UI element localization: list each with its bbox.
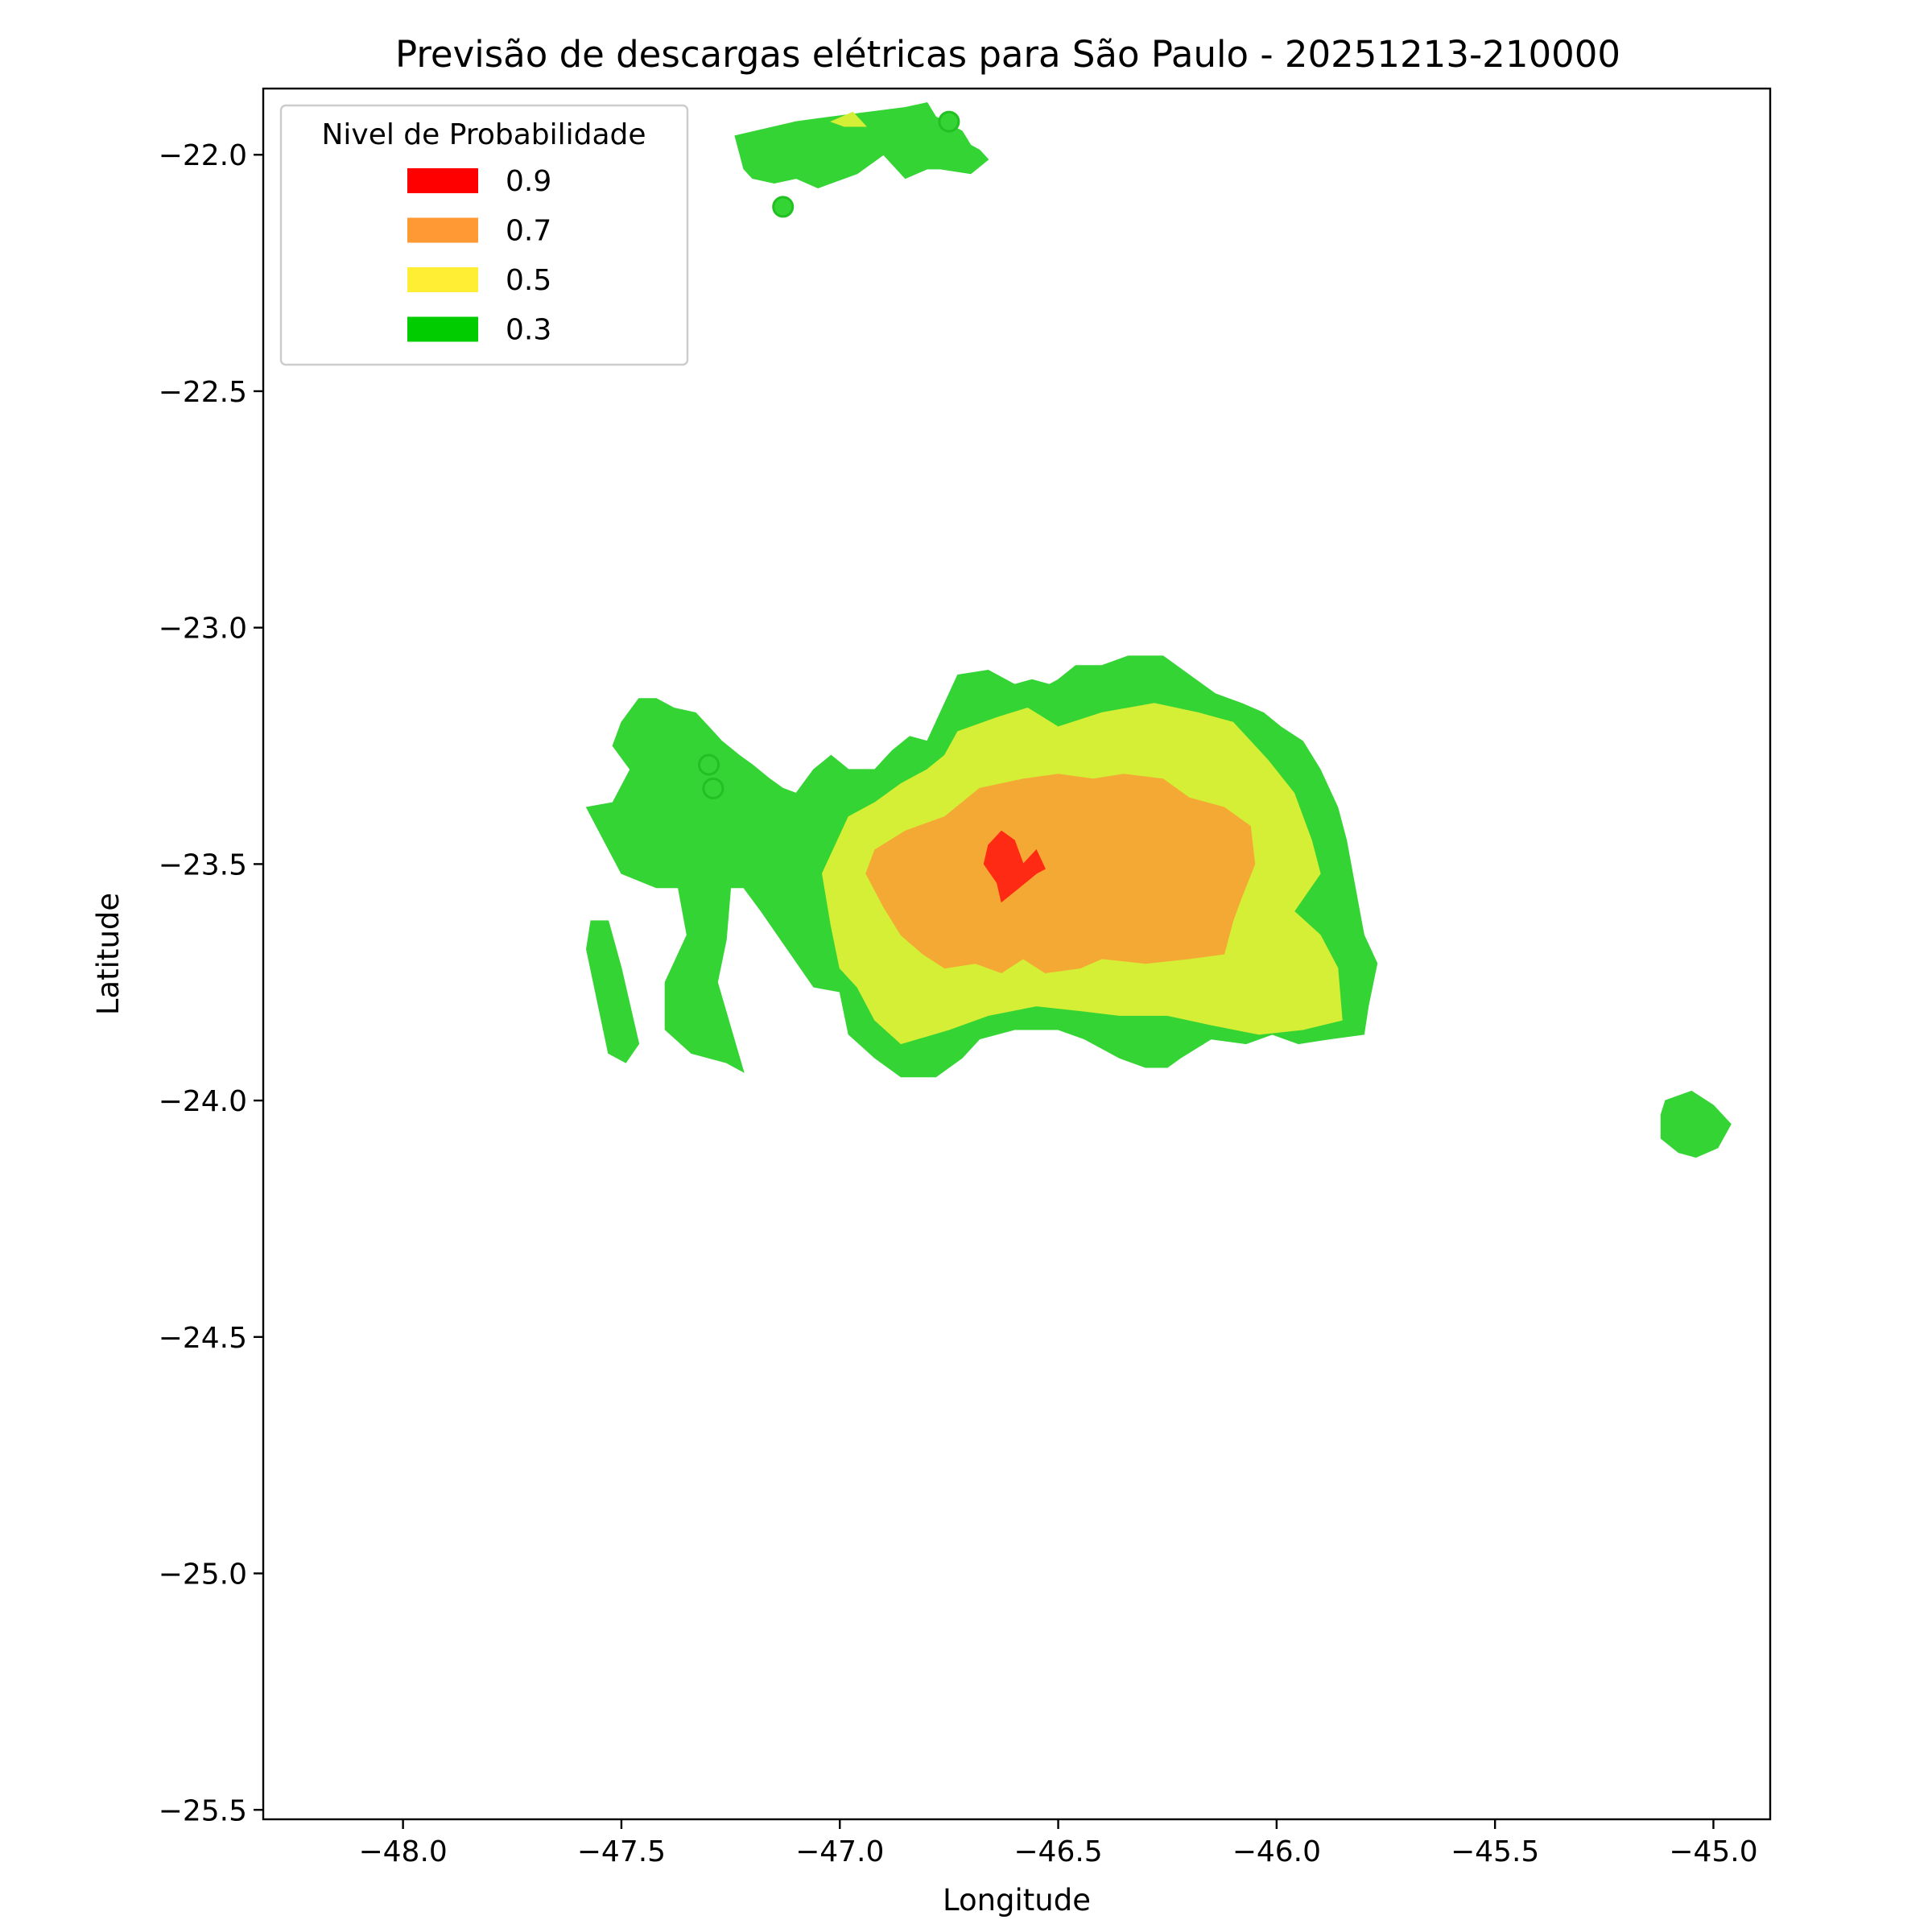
x-tick-label: −45.0	[1669, 1835, 1757, 1868]
legend-label: 0.7	[506, 215, 551, 248]
y-tick-label: −23.5	[159, 848, 247, 881]
contour-region-southeast-patch	[1660, 1090, 1732, 1158]
legend-label: 0.9	[506, 165, 551, 198]
y-axis: −22.0 −22.5 −23.0 −23.5 −24.0 −24.5 −25.0 −25.5	[159, 139, 263, 1827]
plot-area	[262, 87, 1772, 1821]
legend-swatch	[407, 316, 478, 342]
x-tick-label: −48.0	[358, 1835, 447, 1868]
y-tick-label: −22.0	[159, 139, 247, 172]
x-axis-label: Longitude	[943, 1883, 1091, 1918]
x-axis: −48.0 −47.5 −47.0 −46.5 −46.0 −45.5 −45.0	[358, 1819, 1758, 1868]
x-tick-label: −47.5	[577, 1835, 666, 1868]
legend-swatch	[407, 267, 478, 292]
contour-level-0-7	[865, 774, 1256, 974]
y-tick-label: −25.5	[159, 1794, 247, 1827]
y-axis-label: Latitude	[91, 893, 126, 1015]
point-layer	[698, 110, 960, 799]
legend-swatch	[407, 217, 478, 243]
x-tick-label: −46.0	[1232, 1835, 1321, 1868]
x-tick-label: −46.5	[1013, 1835, 1102, 1868]
x-tick-label: −45.5	[1451, 1835, 1539, 1868]
legend-label: 0.5	[506, 264, 551, 297]
legend-swatch	[407, 168, 478, 193]
contour-layer	[585, 102, 1732, 1158]
data-point-3	[698, 753, 720, 776]
contour-region-north-yellow	[830, 111, 867, 127]
legend-entries: 0.9 0.7 0.5 0.3	[407, 165, 551, 347]
contour-region-storm-peak	[983, 830, 1046, 903]
y-tick-label: −22.5	[159, 376, 247, 409]
data-point-4	[702, 777, 724, 799]
y-tick-label: −23.0	[159, 613, 247, 646]
y-tick-label: −25.0	[159, 1558, 247, 1591]
y-tick-label: −24.0	[159, 1085, 247, 1118]
legend-box	[279, 104, 689, 366]
chart-title: Previsão de descargas elétricas para São…	[395, 33, 1620, 76]
data-point-1	[938, 110, 960, 133]
contour-level-0-9	[983, 830, 1046, 903]
x-tick-label: −47.0	[795, 1835, 884, 1868]
contour-region-main-storm-core	[865, 774, 1256, 974]
legend-title: Nivel de Probabilidade	[321, 118, 646, 151]
y-tick-label: −24.5	[159, 1322, 247, 1355]
legend: Nivel de Probabilidade 0.9 0.7 0.5 0.3	[279, 104, 689, 366]
contour-region-north-patch	[734, 102, 989, 188]
plot-frame	[262, 87, 1772, 1821]
legend-label: 0.3	[506, 314, 551, 347]
data-point-2	[772, 196, 795, 218]
contour-region-west-strip	[585, 920, 640, 1063]
